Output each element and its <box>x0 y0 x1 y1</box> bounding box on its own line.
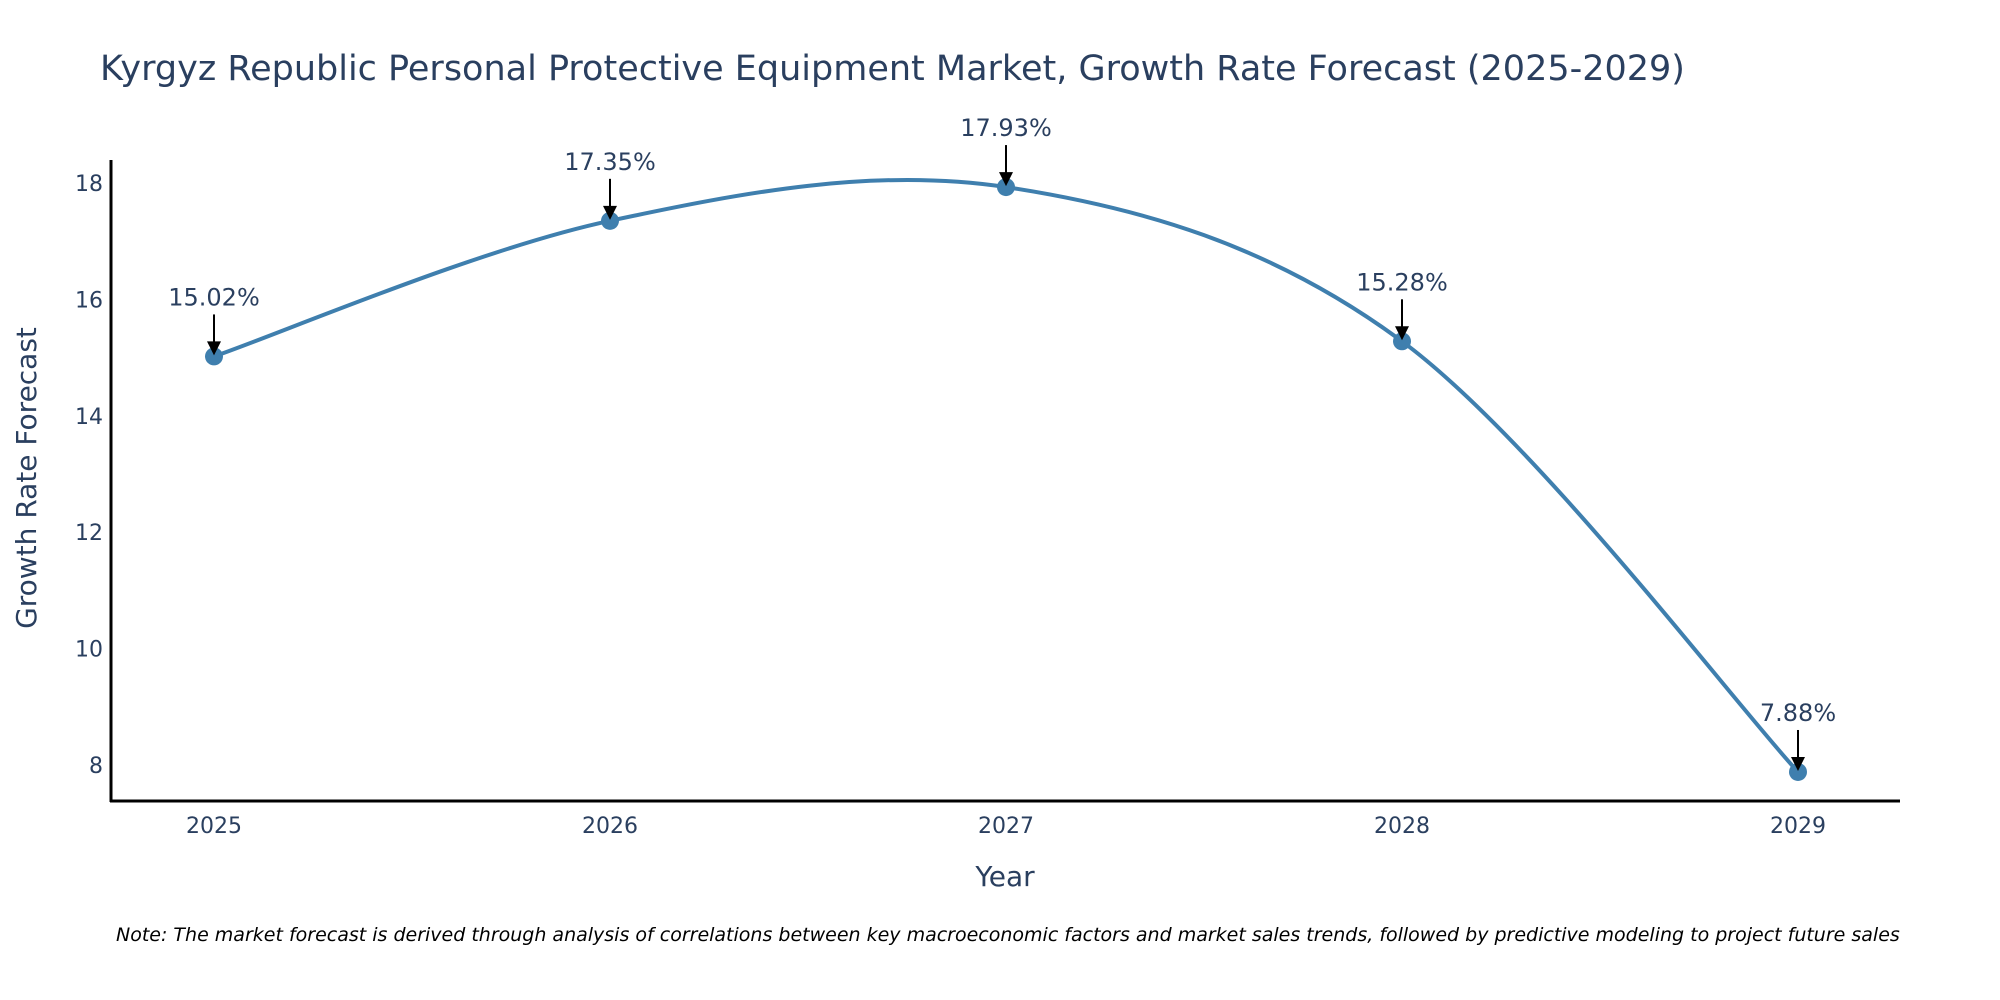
data-point <box>997 178 1015 197</box>
data-annotations: 15.02% 17.35% 17.93% 15.28% 7.88% <box>168 114 1836 771</box>
x-tick-label: 2026 <box>582 814 638 839</box>
annotation-arrow-head <box>1395 326 1409 341</box>
chart-title: Kyrgyz Republic Personal Protective Equi… <box>100 49 1685 89</box>
data-label: 17.93% <box>960 114 1052 142</box>
data-point <box>1393 332 1411 351</box>
data-label: 15.02% <box>168 283 260 311</box>
x-tick-labels: 2025 2026 2027 2028 2029 <box>186 814 1826 839</box>
x-tick-label: 2028 <box>1374 814 1430 839</box>
data-point <box>601 211 619 230</box>
x-tick-label: 2029 <box>1770 814 1826 839</box>
data-markers <box>205 178 1807 781</box>
y-tick-labels: 8 10 12 14 16 18 <box>75 172 103 779</box>
y-tick-label: 8 <box>89 754 103 779</box>
annotation-arrow-head <box>1791 756 1805 771</box>
y-tick-label: 12 <box>75 521 103 546</box>
x-axis-title: Year <box>974 860 1035 893</box>
annotation-arrow-head <box>207 341 221 356</box>
series-line <box>212 177 1800 774</box>
y-axis-title: Growth Rate Forecast <box>10 327 43 629</box>
data-point <box>205 347 223 366</box>
y-tick-label: 10 <box>75 638 103 663</box>
chart-note: Note: The market forecast is derived thr… <box>116 924 1900 946</box>
y-tick-label: 16 <box>75 288 103 313</box>
data-label: 15.28% <box>1356 268 1448 296</box>
x-tick-label: 2025 <box>186 814 242 839</box>
data-label: 7.88% <box>1760 699 1836 727</box>
data-point <box>1789 762 1807 781</box>
y-tick-label: 18 <box>75 172 103 197</box>
annotation-arrow-head <box>603 205 617 220</box>
x-tick-label: 2027 <box>978 814 1034 839</box>
annotation-arrow-head <box>999 172 1013 187</box>
y-tick-label: 14 <box>75 405 103 430</box>
data-label: 17.35% <box>564 148 656 176</box>
